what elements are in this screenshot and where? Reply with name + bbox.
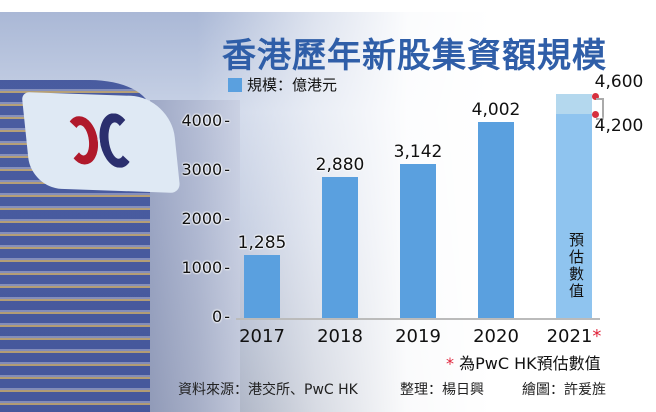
value-label-2017: 1,285 <box>237 233 287 253</box>
asterisk-icon: * <box>446 354 454 373</box>
y-tick-1000: 1000 <box>180 258 230 277</box>
estimate-note-text: 為PwC HK預估數值 <box>459 354 601 373</box>
legend: 規模：億港元 <box>228 74 337 95</box>
x-label-2018: 2018 <box>317 326 363 347</box>
legend-label: 規模：億港元 <box>247 76 338 94</box>
flag-logo-red-arc <box>63 115 101 166</box>
hkex-flag <box>21 91 181 194</box>
legend-swatch <box>228 77 242 92</box>
x-axis <box>236 318 600 320</box>
y-tick-4000: 4000 <box>180 111 230 130</box>
range-dot-high <box>592 93 599 100</box>
chart-title: 香港歷年新股集資額規模 <box>222 36 607 76</box>
graphics-credit: 繪圖：許爰旌 <box>522 382 606 398</box>
estimate-note: * 為PwC HK預估數值 <box>446 350 601 374</box>
bar-2018 <box>322 177 358 318</box>
value-label-2020: 4,002 <box>471 100 521 120</box>
value-label-2021-high: 4,600 <box>594 72 644 92</box>
range-dot-low <box>592 111 599 118</box>
range-bracket <box>596 98 604 120</box>
x-label-2021: 2021* <box>539 326 609 347</box>
flag-logo-blue-arc <box>96 112 137 169</box>
bar-2017 <box>244 255 280 318</box>
bar-2021-range <box>556 94 592 114</box>
value-label-2018: 2,880 <box>315 155 365 175</box>
x-label-2019: 2019 <box>395 326 441 347</box>
x-label-2020: 2020 <box>473 326 519 347</box>
asterisk-icon: * <box>592 326 602 347</box>
value-label-2019: 3,142 <box>393 142 443 162</box>
bar-2020 <box>478 122 514 318</box>
bar-2021-estimate <box>556 94 592 318</box>
x-label-2021-year: 2021 <box>546 326 593 347</box>
y-tick-3000: 3000 <box>180 160 230 179</box>
bar-2019 <box>400 164 436 318</box>
x-label-2017: 2017 <box>239 326 285 347</box>
estimate-label: 預估數值 <box>567 232 585 300</box>
y-tick-2000: 2000 <box>180 209 230 228</box>
source-credit: 資料來源：港交所、PwC HK <box>178 382 358 398</box>
y-tick-0: 0 <box>180 307 230 326</box>
value-label-2021-low: 4,200 <box>594 116 644 136</box>
editor-credit: 整理：楊日興 <box>400 382 484 398</box>
